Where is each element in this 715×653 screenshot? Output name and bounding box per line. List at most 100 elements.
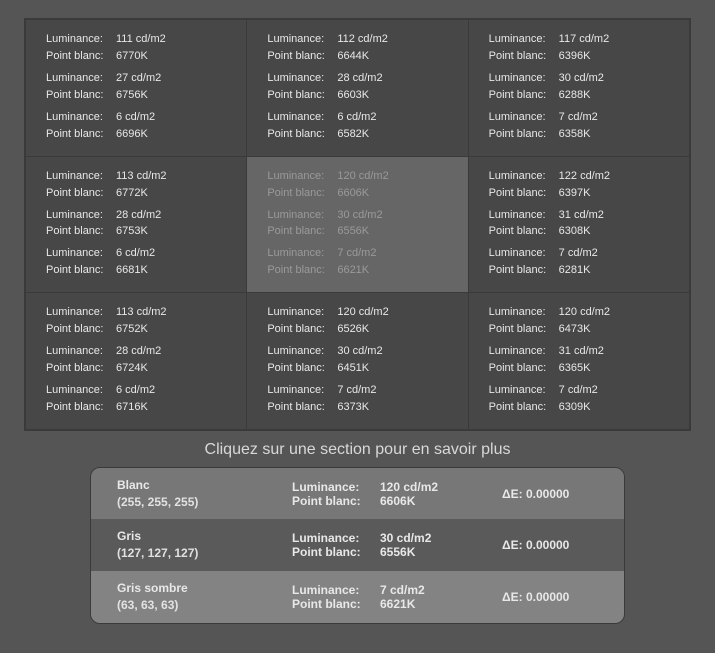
whitepoint-value: 6526K <box>337 322 369 338</box>
whitepoint-value: 6365K <box>559 361 591 377</box>
reading-block: Luminance:28 cd/m2Point blanc:6724K <box>46 344 228 377</box>
luminance-label: Luminance: <box>46 32 116 48</box>
whitepoint-value: 6556K <box>337 224 369 240</box>
grid-cell-1-0[interactable]: Luminance:113 cd/m2Point blanc:6772KLumi… <box>26 157 246 293</box>
whitepoint-value: 6770K <box>116 49 148 65</box>
whitepoint-label: Point blanc: <box>267 186 337 202</box>
luminance-label: Luminance: <box>489 344 559 360</box>
reading-block: Luminance:6 cd/m2Point blanc:6681K <box>46 246 228 279</box>
luminance-label: Luminance: <box>267 71 337 87</box>
luminance-value: 111 cd/m2 <box>116 32 166 48</box>
whitepoint-label: Point blanc: <box>267 361 337 377</box>
whitepoint-value: 6644K <box>337 49 369 65</box>
reading-block: Luminance:113 cd/m2Point blanc:6772K <box>46 169 228 202</box>
whitepoint-value: 6696K <box>116 127 148 143</box>
luminance-label: Luminance: <box>489 383 559 399</box>
reading-block: Luminance:117 cd/m2Point blanc:6396K <box>489 32 671 65</box>
whitepoint-label: Point blanc: <box>489 186 559 202</box>
reading-block: Luminance:7 cd/m2Point blanc:6309K <box>489 383 671 416</box>
whitepoint-value: 6681K <box>116 263 148 279</box>
luminance-label: Luminance: <box>267 208 337 224</box>
whitepoint-label: Point blanc: <box>46 263 116 279</box>
luminance-label: Luminance: <box>46 169 116 185</box>
detail-measure: Luminance:30 cd/m2Point blanc:6556K <box>292 531 502 559</box>
luminance-value: 120 cd/m2 <box>559 305 610 321</box>
caption-text: Cliquez sur une section pour en savoir p… <box>24 441 691 459</box>
luminance-value: 117 cd/m2 <box>559 32 610 48</box>
luminance-value: 120 cd/m2 <box>337 305 388 321</box>
grid-cell-2-2[interactable]: Luminance:120 cd/m2Point blanc:6473KLumi… <box>469 293 689 429</box>
reading-block: Luminance:120 cd/m2Point blanc:6526K <box>267 305 449 338</box>
whitepoint-value: 6772K <box>116 186 148 202</box>
whitepoint-value: 6716K <box>116 400 148 416</box>
luminance-label: Luminance: <box>489 169 559 185</box>
whitepoint-label: Point blanc: <box>489 322 559 338</box>
luminance-value: 122 cd/m2 <box>559 169 610 185</box>
detail-row-0[interactable]: Blanc(255, 255, 255)Luminance:120 cd/m2P… <box>91 468 624 520</box>
luminance-label: Luminance: <box>489 246 559 262</box>
detail-delta-e: ΔE: 0.00000 <box>502 538 602 552</box>
whitepoint-value: 6281K <box>559 263 591 279</box>
detail-name: Gris sombre(63, 63, 63) <box>117 580 292 614</box>
detail-measure: Luminance:120 cd/m2Point blanc:6606K <box>292 480 502 508</box>
whitepoint-value: 6397K <box>559 186 591 202</box>
detail-row-2[interactable]: Gris sombre(63, 63, 63)Luminance:7 cd/m2… <box>91 571 624 623</box>
whitepoint-label: Point blanc: <box>489 88 559 104</box>
grid-cell-0-2[interactable]: Luminance:117 cd/m2Point blanc:6396K Lumi… <box>469 20 689 156</box>
whitepoint-value: 6288K <box>559 88 591 104</box>
grid-cell-1-1[interactable]: Luminance:120 cd/m2Point blanc:6606K Lumi… <box>247 157 467 293</box>
whitepoint-label: Point blanc: <box>489 49 559 65</box>
luminance-label: Luminance: <box>489 208 559 224</box>
whitepoint-label: Point blanc: <box>489 224 559 240</box>
luminance-value: 31 cd/m2 <box>559 344 604 360</box>
luminance-label: Luminance: <box>46 344 116 360</box>
luminance-value: 113 cd/m2 <box>116 305 167 321</box>
reading-block: Luminance:31 cd/m2Point blanc:6365K <box>489 344 671 377</box>
grid-cell-2-0[interactable]: Luminance:113 cd/m2Point blanc:6752KLumi… <box>26 293 246 429</box>
reading-block: Luminance:6 cd/m2Point blanc:6582K <box>267 110 449 143</box>
reading-block: Luminance:30 cd/m2Point blanc:6288K <box>489 71 671 104</box>
luminance-label: Luminance: <box>46 71 116 87</box>
reading-block: Luminance:30 cd/m2Point blanc:6451K <box>267 344 449 377</box>
grid-cell-0-1[interactable]: Luminance:112 cd/m2Point blanc:6644KLumi… <box>247 20 467 156</box>
whitepoint-label: Point blanc: <box>267 49 337 65</box>
whitepoint-label: Point blanc: <box>46 127 116 143</box>
luminance-label: Luminance: <box>267 32 337 48</box>
whitepoint-label: Point blanc: <box>46 400 116 416</box>
grid-cell-2-1[interactable]: Luminance:120 cd/m2Point blanc:6526KLumi… <box>247 293 467 429</box>
luminance-value: 7 cd/m2 <box>559 110 598 126</box>
reading-block: Luminance:6 cd/m2Point blanc:6696K <box>46 110 228 143</box>
luminance-value: 6 cd/m2 <box>116 110 155 126</box>
luminance-label: Luminance: <box>46 110 116 126</box>
whitepoint-label: Point blanc: <box>267 322 337 338</box>
whitepoint-value: 6603K <box>337 88 369 104</box>
luminance-value: 30 cd/m2 <box>337 344 382 360</box>
luminance-value: 30 cd/m2 <box>559 71 604 87</box>
whitepoint-label: Point blanc: <box>267 400 337 416</box>
detail-delta-e: ΔE: 0.00000 <box>502 487 602 501</box>
whitepoint-label: Point blanc: <box>489 263 559 279</box>
luminance-label: Luminance: <box>267 246 337 262</box>
luminance-value: 112 cd/m2 <box>337 32 388 48</box>
detail-row-1[interactable]: Gris(127, 127, 127)Luminance:30 cd/m2Poi… <box>91 519 624 571</box>
luminance-label: Luminance: <box>267 110 337 126</box>
uniformity-grid: Luminance:111 cd/m2Point blanc:6770KLumi… <box>24 18 691 431</box>
whitepoint-value: 6621K <box>337 263 369 279</box>
luminance-label: Luminance: <box>489 110 559 126</box>
grid-cell-1-2[interactable]: Luminance:122 cd/m2Point blanc:6397KLumi… <box>469 157 689 293</box>
luminance-label: Luminance: <box>267 383 337 399</box>
luminance-value: 6 cd/m2 <box>337 110 376 126</box>
luminance-value: 7 cd/m2 <box>337 383 376 399</box>
whitepoint-value: 6756K <box>116 88 148 104</box>
whitepoint-value: 6606K <box>337 186 369 202</box>
luminance-value: 28 cd/m2 <box>116 344 161 360</box>
luminance-value: 7 cd/m2 <box>559 383 598 399</box>
luminance-value: 27 cd/m2 <box>116 71 161 87</box>
grid-cell-0-0[interactable]: Luminance:111 cd/m2Point blanc:6770KLumi… <box>26 20 246 156</box>
detail-delta-e: ΔE: 0.00000 <box>502 590 602 604</box>
reading-block: Luminance:120 cd/m2Point blanc:6606K <box>267 169 449 202</box>
luminance-value: 6 cd/m2 <box>116 383 155 399</box>
luminance-value: 7 cd/m2 <box>337 246 376 262</box>
whitepoint-value: 6582K <box>337 127 369 143</box>
luminance-label: Luminance: <box>46 305 116 321</box>
